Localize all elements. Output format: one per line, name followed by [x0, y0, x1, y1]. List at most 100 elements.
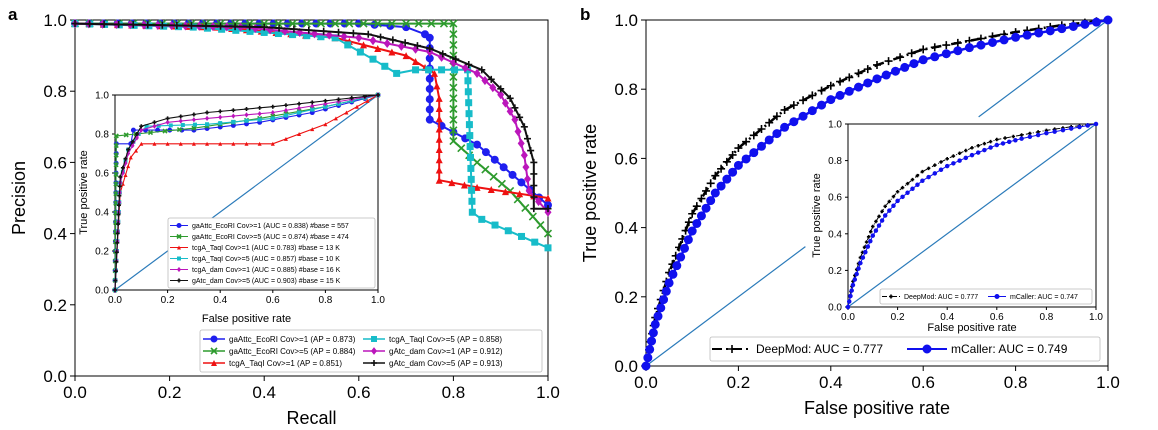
roc-b-series-1-point: [696, 211, 706, 221]
roc-a-inset-series-2-point: [323, 122, 328, 127]
roc-b-inset-series-1-point: [895, 198, 900, 204]
roc-b-inset-series-1-point: [1093, 121, 1099, 127]
pr-series-3-point: [466, 132, 474, 140]
roc-b-inset-series-0-point: [887, 199, 892, 204]
roc-a-inset-series-1-point: [147, 129, 154, 136]
pr-series-3-point: [468, 186, 476, 194]
roc-b-series-1-point: [918, 55, 928, 65]
pr-series-5-point: [349, 29, 357, 37]
roc-b-inset-series-1-point: [957, 158, 962, 163]
pr-series-4-point: [397, 41, 405, 51]
roc-b-series-0-point: [836, 77, 845, 86]
pr-series-0-point: [517, 178, 526, 187]
roc-b-axes-frame: [645, 19, 1109, 367]
pr-series-4-point: [525, 186, 533, 196]
roc-b-series-0-point: [692, 202, 701, 211]
roc-b-inset-series-1-point: [860, 255, 866, 260]
roc-a-inset-series-2-point: [123, 172, 128, 177]
roc-b-inset-series-0-point: [933, 163, 937, 167]
roc-b-ytick-label: 1.0: [614, 11, 638, 30]
roc-b-series-1-point: [701, 203, 711, 213]
roc-b-series-0-point: [684, 218, 693, 227]
roc-b-inset-series-1-point: [879, 218, 885, 223]
roc-b-inset-series-1-point: [938, 167, 944, 172]
roc-a-inset-legend-label-1: gaAttc_EcoRI Cov>=5 (AUC = 0.874) #base …: [192, 234, 349, 241]
roc-b-inset-series-0-point: [988, 139, 993, 144]
pr-series-3-point: [464, 88, 472, 96]
roc-b-inset-series-1-point: [1035, 132, 1041, 138]
pr-series-4-point: [522, 162, 530, 172]
roc-a-inset-series-5-point: [297, 101, 302, 106]
roc-b-inset-series-1-point: [852, 277, 858, 282]
roc-b-series-1-point: [941, 49, 951, 59]
roc-a-inset-series-3-point: [310, 107, 315, 112]
roc-b-series-1-point: [741, 154, 751, 164]
pr-xtick-label: 1.0: [536, 383, 560, 402]
pr-series-4-point: [340, 31, 348, 42]
pr-series-5-point: [520, 123, 528, 131]
roc-b-legend-box: [709, 336, 1101, 362]
roc-a-inset-series-5-point: [349, 95, 354, 100]
roc-a-inset-series-2-point: [128, 155, 133, 160]
roc-a-inset-series-4-point: [336, 98, 341, 105]
pr-series-5-point: [158, 21, 166, 29]
roc-a-inset-series-5-point: [362, 94, 367, 99]
pr-series-3-point: [369, 55, 377, 63]
pr-series-4-point: [383, 38, 391, 49]
roc-a-inset-legend-marker-0: [176, 223, 182, 228]
roc-b-inset-series-0-point: [970, 146, 974, 150]
pr-series-3-point: [478, 215, 486, 223]
pr-series-3-point: [467, 175, 475, 183]
pr-series-5-point: [115, 20, 123, 28]
roc-b-inset-series-1-point: [1013, 137, 1018, 143]
pr-series-0-point: [425, 115, 434, 124]
roc-a-inset-series-5-point: [178, 114, 183, 119]
roc-b-series-1-point: [930, 52, 940, 62]
pr-series-5-point: [452, 55, 460, 63]
roc-b-series-1-point: [668, 269, 678, 279]
pr-series-5-point: [100, 20, 108, 28]
roc-b-series-0-point: [749, 131, 758, 140]
roc-a-inset-series-5-point: [191, 112, 196, 117]
roc-b-inset-series-0-point: [945, 157, 949, 161]
pr-series-3-point: [465, 121, 473, 129]
roc-a-inset-series-2-point: [134, 148, 139, 153]
pr-series-1-point: [345, 19, 354, 28]
roc-b-series-1-point: [647, 336, 657, 346]
roc-a-inset-series-4-point: [178, 118, 183, 124]
roc-b-xtick-label: 0.4: [819, 373, 843, 392]
roc-b-series-0-point: [702, 186, 711, 195]
roc-a-inset-series-2-point: [126, 164, 131, 169]
roc-b-inset-legend-label-1: mCaller: AUC = 0.747: [1010, 294, 1078, 301]
roc-a-inset-xtick-label: 0.4: [213, 295, 227, 306]
pr-series-3-point: [412, 66, 420, 74]
roc-b-inset-ytick-label: 0.6: [828, 193, 842, 204]
roc-a-inset-ytick-label: 1.0: [95, 91, 109, 102]
pr-legend-label-4: gAtc_dam Cov>=1 (AP = 0.912): [389, 347, 503, 356]
pr-legend-label-0: gaAttc_EcoRI Cov>=1 (AP = 0.873): [229, 335, 356, 344]
pr-series-5-point: [187, 22, 195, 30]
roc-b-inset-legend-marker-0: [889, 294, 893, 299]
pr-series-5-point: [516, 113, 524, 121]
pr-series-5-point: [530, 205, 538, 213]
pr-series-5-point: [246, 23, 254, 31]
roc-a-inset-legend-marker-5: [177, 278, 181, 283]
roc-a-inset-series-4-point: [297, 105, 302, 111]
pr-series-2-point: [433, 82, 441, 90]
pr-series-4-point: [489, 83, 497, 93]
pr-series-5-point: [511, 104, 519, 112]
roc-b-series-0-point: [953, 38, 962, 47]
roc-a-inset-xtick-label: 0.6: [266, 295, 280, 306]
roc-b-series-1-point: [1080, 19, 1090, 29]
pr-series-4-point: [544, 207, 552, 217]
pr-series-3-point: [544, 244, 552, 252]
roc-a-inset-series-2-point: [333, 116, 338, 121]
roc-a-inset-series-4-point: [165, 119, 170, 125]
pr-series-5-point: [129, 21, 137, 29]
panel-b-roc-chart: 0.0 0.2 0.4 0.6 0.8 1.0 0.0 0.2 0.4 0.6 0.8 1.0 Fals…: [580, 11, 1120, 418]
roc-b-series-1-point: [683, 235, 693, 245]
roc-b-chance-diagonal: [978, 19, 1109, 118]
roc-a-inset-legend-label-0: gaAttc_EcoRI Cov>=1 (AUC = 0.838) #base …: [192, 223, 349, 230]
panel-a-precision-recall-chart: 0.0 0.2 0.4 0.6 0.8 1.0 0.0 0.2 0.4 0.6 0.8 1.0 Reca…: [9, 11, 560, 428]
roc-b-inset-series-0-point: [1003, 136, 1007, 140]
